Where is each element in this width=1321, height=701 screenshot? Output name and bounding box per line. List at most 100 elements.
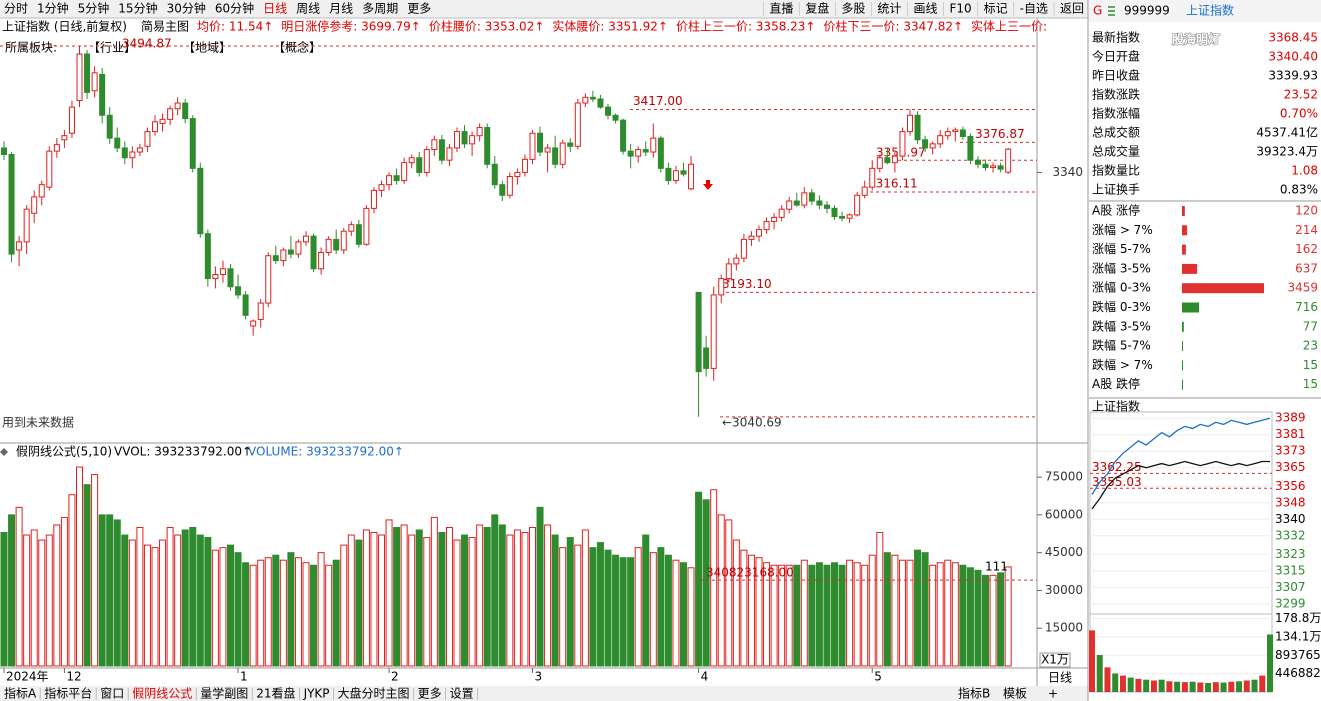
candle-body — [929, 143, 936, 149]
level-label: 3376.87 — [975, 127, 1025, 141]
bottom-tab[interactable]: 指标平台 — [44, 686, 92, 701]
toolbar-button[interactable]: 返回 — [1060, 2, 1084, 16]
toolbar-tab[interactable]: 60分钟 — [215, 1, 254, 16]
volume-bar — [264, 557, 272, 667]
candle-body — [839, 216, 846, 219]
candle-body — [982, 163, 989, 169]
candle-body — [476, 127, 483, 137]
breadth-label: 涨幅 > 7% — [1092, 222, 1153, 237]
quote-value: 3368.45 — [1268, 31, 1318, 45]
toolbar-tab[interactable]: 5分钟 — [78, 1, 110, 16]
bottom-tab[interactable]: 大盘分时主图 — [338, 686, 410, 701]
candle-body — [355, 224, 362, 245]
volume-bar — [566, 537, 574, 667]
breadth-value: 77 — [1303, 319, 1318, 333]
volume-bar — [966, 567, 974, 667]
toolbar-button[interactable]: 多股 — [841, 2, 865, 16]
toolbar-tab[interactable]: 日线 — [263, 2, 287, 16]
candle-body — [997, 165, 1004, 170]
volume-bar — [1004, 566, 1012, 667]
volume-bar — [491, 514, 499, 667]
toolbar-button[interactable]: 复盘 — [805, 1, 829, 16]
y-tick-label: 3323 — [1275, 547, 1306, 561]
candle-body — [763, 220, 770, 231]
toolbar-tab[interactable]: 周线 — [296, 2, 320, 16]
volume-bar — [430, 516, 438, 667]
level-label: ←3040.69 — [722, 415, 782, 429]
quote-value: 3340.40 — [1268, 50, 1318, 64]
candle-body — [348, 224, 355, 232]
volume-bar — [800, 559, 808, 667]
candle-body — [378, 184, 385, 191]
toolbar-button[interactable]: -自选 — [1020, 2, 1048, 16]
toolbar-tab[interactable]: 分时 — [4, 2, 28, 16]
bottom-tab[interactable]: 指标A — [4, 686, 37, 701]
candle-body — [431, 139, 438, 151]
candle-body — [514, 171, 521, 178]
toolbar-tab[interactable]: 多周期 — [362, 2, 398, 16]
candle-body — [710, 294, 717, 369]
candle-body — [423, 149, 430, 173]
toolbar-tab[interactable]: 30分钟 — [167, 1, 206, 16]
candle-body — [189, 118, 196, 169]
candle-body — [650, 137, 657, 153]
volume-bar — [227, 544, 234, 667]
bottom-tab[interactable]: 设置 — [450, 687, 474, 701]
volume-bar — [974, 569, 982, 667]
candle-body — [114, 137, 121, 149]
bottom-tab[interactable]: + — [1048, 687, 1058, 701]
level-label: 3362.25 — [1092, 460, 1142, 474]
volume-bar — [317, 552, 325, 667]
bottom-tab[interactable]: 指标B — [958, 686, 990, 701]
toolbar-button[interactable]: F10 — [949, 2, 971, 16]
toolbar-button[interactable]: 画线 — [913, 2, 937, 16]
candle-body — [567, 142, 574, 147]
candle-body — [1, 147, 7, 155]
volume-bar — [581, 529, 589, 667]
bottom-tab[interactable]: JYKP — [303, 687, 330, 701]
y-tick-label: 446882 — [1275, 666, 1321, 680]
toolbar-button[interactable]: 直播 — [769, 2, 793, 16]
mini-title: 上证指数 — [1092, 399, 1140, 414]
candle-body — [318, 251, 325, 270]
volume-bar — [423, 537, 431, 667]
volume-bar — [378, 534, 385, 667]
bottom-tab[interactable]: 量学副图 — [200, 686, 248, 701]
info-text: 价柱腰价: 3353.02↑ — [429, 19, 545, 34]
volume-bar — [732, 539, 740, 667]
bottom-tab[interactable]: 模板 — [1003, 687, 1027, 701]
volume-bar — [921, 552, 929, 667]
bottom-tab[interactable]: 窗口 — [100, 687, 124, 701]
quote-label: 指数量比 — [1092, 163, 1140, 178]
toolbar-tab[interactable]: 更多 — [407, 2, 431, 16]
volume-bar — [1166, 681, 1173, 692]
volume-bar — [1197, 682, 1204, 692]
candle-body — [46, 150, 53, 188]
volume-bar — [763, 562, 771, 667]
volume-bar — [362, 529, 370, 667]
volume-bar — [189, 526, 197, 667]
bottom-tab[interactable]: 更多 — [418, 687, 442, 701]
volume-bar — [883, 552, 891, 667]
candle-body — [333, 238, 340, 251]
candle-body — [937, 135, 944, 145]
breadth-value: 15 — [1303, 377, 1318, 391]
candle-body — [310, 235, 317, 270]
bottom-tab[interactable]: 假阴线公式 — [132, 687, 192, 701]
candle-body — [733, 257, 740, 265]
volume-bar — [1212, 682, 1219, 692]
toolbar-button[interactable]: 统计 — [877, 2, 901, 16]
volume-bar — [521, 532, 529, 667]
toolbar-button[interactable]: 标记 — [984, 2, 1008, 16]
toolbar-tab[interactable]: 月线 — [329, 2, 353, 16]
volume-bar — [747, 554, 755, 667]
unit-label: X1万 — [1041, 653, 1069, 667]
breadth-label: 跌幅 3-5% — [1092, 318, 1151, 333]
quote-label: 昨日收盘 — [1092, 68, 1140, 83]
bottom-tab[interactable]: 21看盘 — [256, 686, 295, 701]
toolbar-tab[interactable]: 1分钟 — [37, 1, 69, 16]
candle-body — [627, 150, 634, 157]
volume-bar — [823, 564, 831, 667]
toolbar-tab[interactable]: 15分钟 — [118, 1, 157, 16]
